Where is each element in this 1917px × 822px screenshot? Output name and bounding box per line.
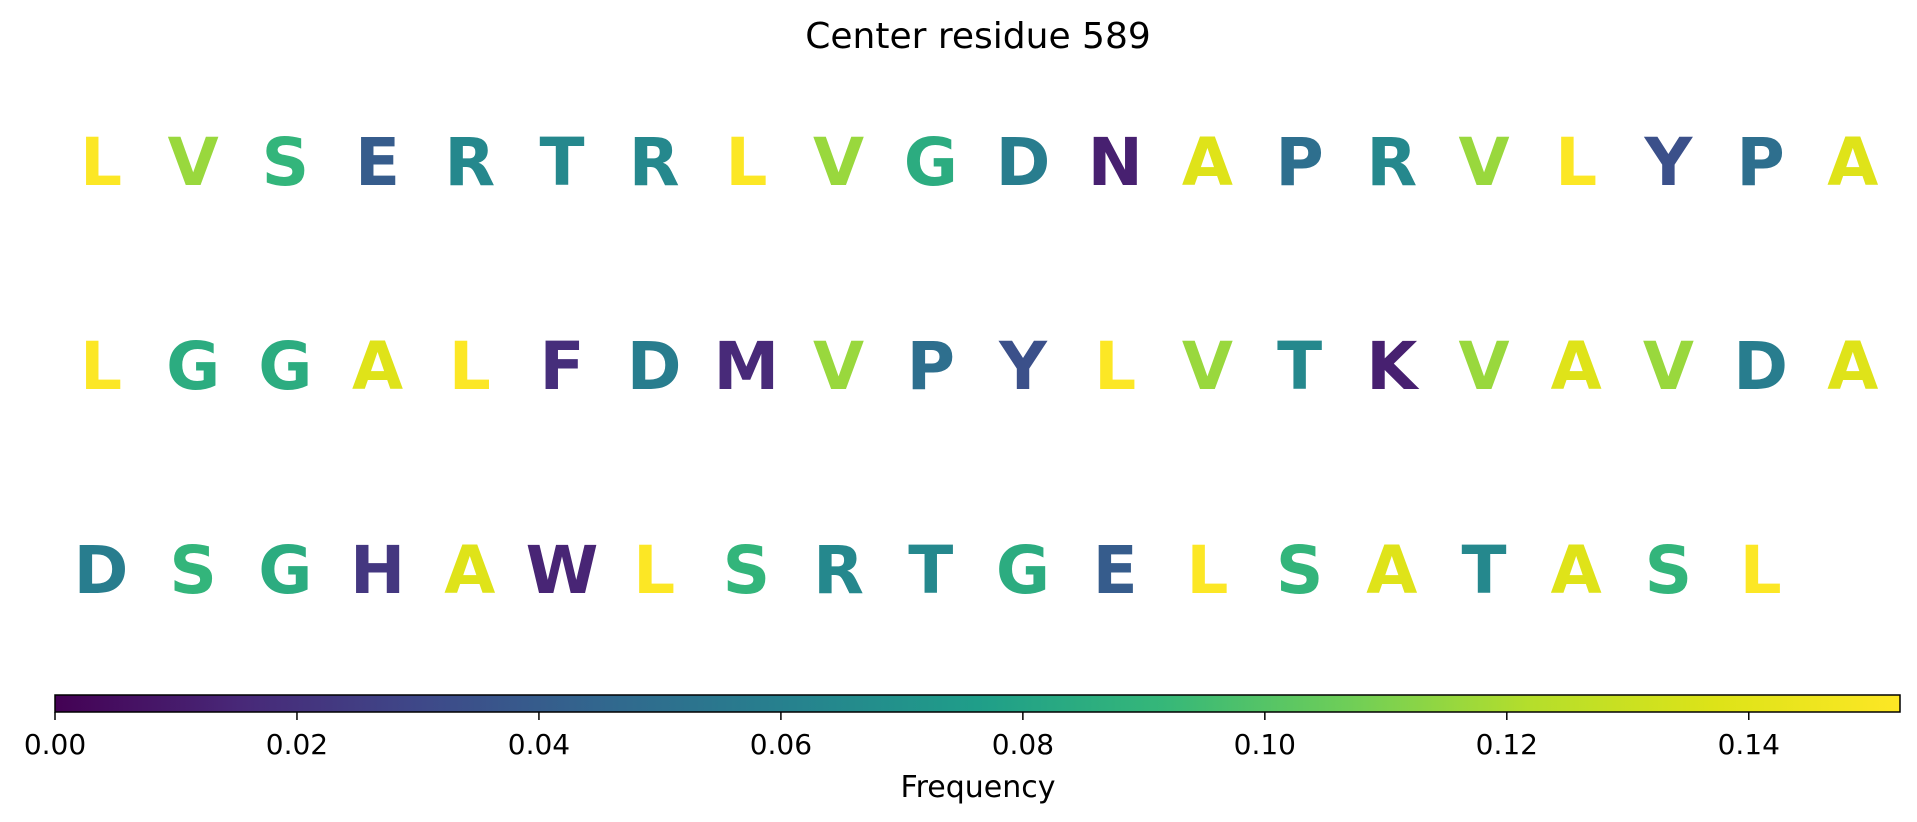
residue-letter: T: [1277, 328, 1322, 405]
residue-letter: T: [1461, 532, 1506, 609]
residue-letter: A: [444, 532, 495, 609]
colorbar-tick-label: 0.02: [266, 728, 328, 761]
residue-letter: A: [1551, 532, 1602, 609]
residue-letter: F: [539, 328, 584, 405]
colorbar-gradient: [54, 694, 1901, 713]
colorbar-tick-label: 0.04: [508, 728, 570, 761]
residue-letter: E: [1093, 532, 1138, 609]
residue-letter: D: [627, 328, 682, 405]
residue-letter: G: [166, 328, 220, 405]
residue-letter: S: [723, 532, 771, 609]
residue-letter: H: [350, 532, 405, 609]
residue-letter: L: [633, 532, 675, 609]
residue-letter: G: [258, 328, 312, 405]
residue-letter: A: [352, 328, 403, 405]
residue-letter: V: [1182, 328, 1233, 405]
residue-letter: A: [1827, 124, 1878, 201]
residue-letter: V: [813, 124, 864, 201]
residue-letter: V: [1643, 328, 1694, 405]
residue-letter: G: [904, 124, 958, 201]
residue-letter: D: [996, 124, 1051, 201]
residue-letter: V: [168, 124, 219, 201]
residue-letter: R: [444, 124, 495, 201]
residue-letter: A: [1827, 328, 1878, 405]
residue-letter: R: [813, 532, 864, 609]
residue-letter: P: [1275, 124, 1323, 201]
residue-letter: E: [355, 124, 400, 201]
colorbar-ticks: 0.00 0.02 0.04 0.06 0.08 0.10 0.12 0.14: [24, 712, 1780, 761]
residue-grid: L V S E R T R L V G D N A P R V L Y P AL G G A L F D M V P Y L V T K V A V D A…: [74, 124, 1879, 609]
residue-letter: L: [1094, 328, 1136, 405]
residue-letter: S: [1645, 532, 1693, 609]
residue-letter: L: [449, 328, 491, 405]
residue-letter: G: [258, 532, 312, 609]
residue-letter: S: [1276, 532, 1324, 609]
residue-letter: T: [539, 124, 584, 201]
colorbar-tick-label: 0.12: [1476, 728, 1538, 761]
residue-letter: A: [1366, 532, 1417, 609]
colorbar-label: Frequency: [901, 770, 1056, 805]
residue-letter: S: [169, 532, 217, 609]
residue-letter: V: [1458, 124, 1509, 201]
colorbar-tick-label: 0.10: [1234, 728, 1296, 761]
residue-letter: W: [526, 532, 599, 609]
residue-letter: R: [1366, 124, 1417, 201]
residue-letter: S: [262, 124, 310, 201]
colorbar: 0.00 0.02 0.04 0.06 0.08 0.10 0.12 0.14 Frequen…: [24, 694, 1901, 805]
residue-letter: M: [714, 328, 780, 405]
residue-letter: A: [1551, 328, 1602, 405]
residue-letter: K: [1366, 328, 1420, 405]
residue-letter: L: [80, 328, 122, 405]
residue-letter: V: [813, 328, 864, 405]
residue-letter: Y: [998, 328, 1048, 405]
residue-letter: D: [74, 532, 129, 609]
residue-letter: P: [1736, 124, 1784, 201]
residue-letter: L: [1186, 532, 1228, 609]
residue-letter: A: [1182, 124, 1233, 201]
residue-letter: R: [629, 124, 680, 201]
residue-letter: V: [1458, 328, 1509, 405]
residue-letter: L: [80, 124, 122, 201]
residue-letter: G: [996, 532, 1050, 609]
colorbar-tick-label: 0.06: [750, 728, 812, 761]
colorbar-tick-label: 0.14: [1718, 728, 1780, 761]
chart-title: Center residue 589: [805, 16, 1151, 57]
colorbar-tick-label: 0.08: [992, 728, 1054, 761]
residue-letter: N: [1088, 124, 1143, 201]
residue-letter: L: [1740, 532, 1782, 609]
residue-letter: L: [1555, 124, 1597, 201]
residue-letter: L: [725, 124, 767, 201]
colorbar-tick-label: 0.00: [24, 728, 86, 761]
residue-letter: T: [908, 532, 953, 609]
residue-letter: Y: [1644, 124, 1694, 201]
residue-letter: D: [1733, 328, 1788, 405]
residue-letter: P: [907, 328, 955, 405]
